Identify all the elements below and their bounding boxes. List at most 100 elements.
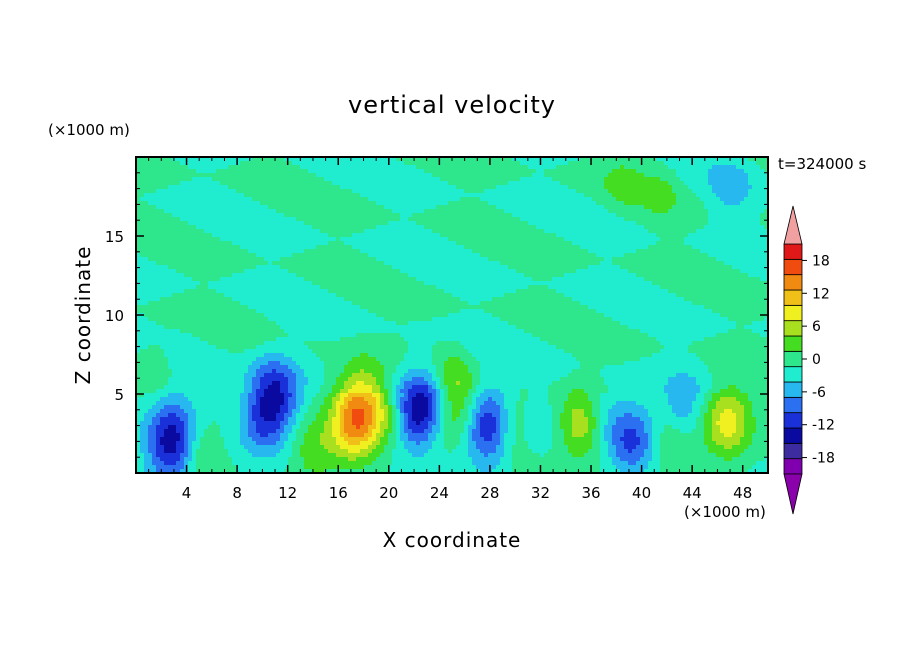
- heatmap-cell: [684, 237, 689, 242]
- heatmap-cell: [656, 265, 661, 270]
- heatmap-cell: [448, 209, 453, 214]
- heatmap-cell: [240, 161, 245, 166]
- heatmap-cell: [588, 157, 593, 162]
- heatmap-cell: [136, 225, 141, 230]
- heatmap-cell: [508, 181, 513, 186]
- heatmap-cell: [684, 161, 689, 166]
- heatmap-cell: [504, 269, 509, 274]
- heatmap-cell: [168, 201, 173, 206]
- heatmap-cell: [168, 165, 173, 170]
- heatmap-cell: [544, 265, 549, 270]
- heatmap-cell: [460, 169, 465, 174]
- heatmap-cell: [572, 185, 577, 190]
- heatmap-cell: [396, 281, 401, 286]
- heatmap-cell: [292, 265, 297, 270]
- heatmap-cell: [736, 205, 741, 210]
- heatmap-cell: [196, 241, 201, 246]
- heatmap-cell: [412, 229, 417, 234]
- heatmap-cell: [392, 237, 397, 242]
- heatmap-cell: [436, 197, 441, 202]
- heatmap-cell: [500, 169, 505, 174]
- heatmap-cell: [496, 205, 501, 210]
- heatmap-cell: [692, 177, 697, 182]
- heatmap-cell: [408, 165, 413, 170]
- heatmap-cell: [688, 209, 693, 214]
- heatmap-cell: [660, 169, 665, 174]
- heatmap-cell: [680, 213, 685, 218]
- heatmap-cell: [608, 181, 613, 186]
- heatmap-cell: [372, 209, 377, 214]
- heatmap-cell: [336, 221, 341, 226]
- heatmap-cell: [344, 201, 349, 206]
- heatmap-cell: [728, 189, 733, 194]
- heatmap-cell: [140, 269, 145, 274]
- heatmap-cell: [700, 173, 705, 178]
- heatmap-cell: [636, 273, 641, 278]
- heatmap-cell: [544, 217, 549, 222]
- heatmap-cell: [444, 173, 449, 178]
- heatmap-cell: [224, 205, 229, 210]
- heatmap-cell: [504, 169, 509, 174]
- heatmap-cell: [364, 205, 369, 210]
- heatmap-cell: [396, 201, 401, 206]
- heatmap-cell: [760, 197, 765, 202]
- heatmap-cell: [604, 177, 609, 182]
- heatmap-cell: [656, 257, 661, 262]
- heatmap-cell: [648, 217, 653, 222]
- heatmap-cell: [376, 253, 381, 258]
- heatmap-cell: [388, 265, 393, 270]
- heatmap-cell: [572, 165, 577, 170]
- heatmap-cell: [160, 189, 165, 194]
- heatmap-cell: [460, 281, 465, 286]
- heatmap-cell: [668, 233, 673, 238]
- heatmap-cell: [232, 165, 237, 170]
- heatmap-cell: [280, 273, 285, 278]
- heatmap-cell: [172, 253, 177, 258]
- heatmap-cell: [632, 213, 637, 218]
- heatmap-cell: [760, 261, 765, 266]
- heatmap-cell: [456, 177, 461, 182]
- heatmap-cell: [484, 161, 489, 166]
- heatmap-cell: [448, 273, 453, 278]
- heatmap-cell: [708, 205, 713, 210]
- heatmap-cell: [564, 217, 569, 222]
- heatmap-cell: [588, 201, 593, 206]
- heatmap-cell: [336, 193, 341, 198]
- heatmap-cell: [544, 177, 549, 182]
- heatmap-cell: [140, 217, 145, 222]
- heatmap-cell: [148, 269, 153, 274]
- heatmap-cell: [456, 281, 461, 286]
- heatmap-cell: [324, 245, 329, 250]
- heatmap-cell: [716, 157, 721, 162]
- heatmap-cell: [764, 205, 768, 210]
- heatmap-cell: [580, 237, 585, 242]
- heatmap-cell: [304, 281, 309, 286]
- heatmap-cell: [632, 157, 637, 162]
- heatmap-cell: [164, 177, 169, 182]
- heatmap-cell: [416, 273, 421, 278]
- heatmap-cell: [340, 221, 345, 226]
- heatmap-cell: [468, 169, 473, 174]
- heatmap-cell: [260, 233, 265, 238]
- heatmap-cell: [660, 209, 665, 214]
- heatmap-cell: [252, 277, 257, 282]
- heatmap-cell: [456, 257, 461, 262]
- heatmap-cell: [476, 185, 481, 190]
- heatmap-cell: [304, 221, 309, 226]
- heatmap-cell: [628, 241, 633, 246]
- heatmap-cell: [560, 269, 565, 274]
- heatmap-cell: [280, 249, 285, 254]
- heatmap-cell: [220, 193, 225, 198]
- heatmap-cell: [200, 281, 205, 286]
- heatmap-cell: [292, 213, 297, 218]
- heatmap-cell: [220, 237, 225, 242]
- heatmap-cell: [308, 173, 313, 178]
- heatmap-cell: [448, 241, 453, 246]
- heatmap-cell: [524, 273, 529, 278]
- heatmap-cell: [204, 209, 209, 214]
- heatmap-cell: [264, 229, 269, 234]
- heatmap-cell: [424, 269, 429, 274]
- heatmap-cell: [660, 181, 665, 186]
- heatmap-cell: [700, 277, 705, 282]
- heatmap-cell: [156, 233, 161, 238]
